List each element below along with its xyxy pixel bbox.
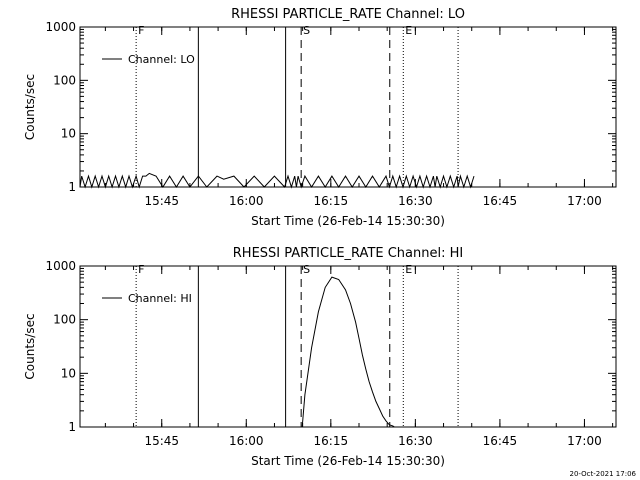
y-tick-label: 10	[61, 366, 76, 380]
marker-label: S	[303, 24, 310, 37]
marker-label: E	[405, 24, 412, 37]
chart-title: RHESSI PARTICLE_RATE Channel: HI	[233, 246, 463, 261]
y-tick-label: 1	[68, 180, 76, 194]
y-tick-label: 1000	[45, 20, 76, 34]
marker-label: F	[138, 24, 144, 37]
x-axis-label: Start Time (26-Feb-14 15:30:30)	[251, 454, 445, 468]
x-tick-label: 17:00	[567, 434, 602, 448]
x-tick-label: 16:30	[398, 194, 433, 208]
y-tick-label: 100	[53, 73, 76, 87]
y-axis-label: Counts/sec	[23, 74, 37, 140]
x-tick-label: 17:00	[567, 194, 602, 208]
x-tick-label: 15:45	[144, 434, 179, 448]
x-tick-label: 16:30	[398, 434, 433, 448]
hi-channel-panel: RHESSI PARTICLE_RATE Channel: HI 1 10 100 10…	[23, 246, 617, 468]
y-tick-label: 100	[53, 313, 76, 327]
chart-title: RHESSI PARTICLE_RATE Channel: LO	[231, 7, 465, 22]
marker-label: E	[405, 263, 412, 276]
y-tick-label: 1000	[45, 259, 76, 273]
plot-frame	[79, 26, 617, 188]
x-tick-label: 16:15	[314, 194, 349, 208]
y-tick-label: 10	[61, 127, 76, 141]
footer-timestamp: 20-Oct-2021 17:06	[570, 470, 637, 478]
marker-label: F	[138, 263, 144, 276]
x-tick-label: 15:45	[144, 194, 179, 208]
plot-frame	[79, 265, 617, 428]
x-tick-label: 16:45	[483, 434, 518, 448]
x-tick-label: 16:45	[483, 194, 518, 208]
x-tick-label: 16:15	[314, 434, 349, 448]
legend-label: Channel: LO	[128, 53, 195, 66]
legend-label: Channel: HI	[128, 292, 192, 305]
marker-label: S	[303, 263, 310, 276]
series-line	[301, 276, 395, 428]
series-line	[79, 172, 475, 189]
x-axis-label: Start Time (26-Feb-14 15:30:30)	[251, 214, 445, 228]
y-tick-label: 1	[68, 420, 76, 434]
lo-channel-panel: RHESSI PARTICLE_RATE Channel: LO 1 10 100 10…	[23, 7, 617, 228]
x-tick-label: 16:00	[229, 434, 264, 448]
y-axis-label: Counts/sec	[23, 313, 37, 379]
x-tick-label: 16:00	[229, 194, 264, 208]
